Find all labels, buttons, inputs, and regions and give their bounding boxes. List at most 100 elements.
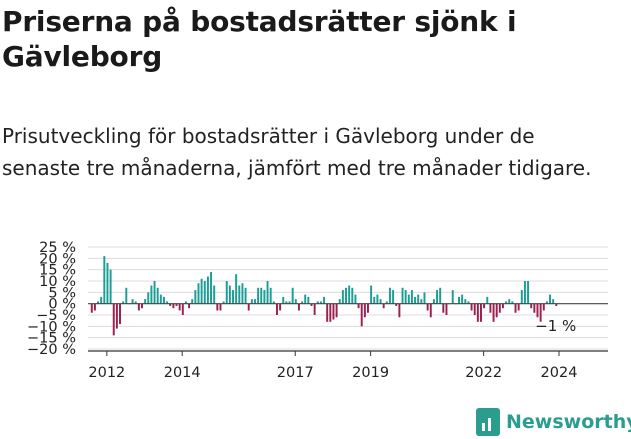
page-subtitle: Prisutveckling för bostadsrätter i Gävle… [2,124,592,180]
chart-bar [348,285,351,304]
chart-bar [410,290,413,304]
chart-bar [200,278,203,304]
chart-bar [442,303,445,313]
chart-bar [426,303,429,311]
chart-bar [357,303,360,309]
chart-bar [175,303,178,306]
chart-bar [461,294,464,304]
chart-bar [420,299,423,304]
chart-bar [329,303,332,322]
chart-bar [275,303,278,315]
chart-bar [213,285,216,304]
chart-bar [93,303,96,311]
x-tick-label: 2017 [277,365,314,381]
chart-axes: 25 %20 %15 %10 %5 %0 %−5 %−10 %−15 %−20 … [27,240,608,381]
chart-bar [178,303,181,311]
y-tick-label: −15 % [27,331,76,347]
chart-bar [398,303,401,318]
chart-bar [172,303,175,309]
newsworthy-logo-icon [476,408,500,436]
chart-bar [376,294,379,304]
chart-bar [228,285,231,304]
chart-bar [445,303,448,315]
chart-bar [119,303,121,325]
chart-bar [385,301,388,304]
chart-bar [203,281,206,304]
chart-bar [530,303,533,309]
chart-bar [263,290,266,304]
chart-bar [483,303,486,309]
chart-bars [90,256,558,336]
chart-bar [392,290,395,304]
chart-bar [545,301,548,304]
chart-grid [88,246,608,350]
chart-bar [194,290,197,304]
chart-bar [156,287,159,304]
chart-bar [395,303,398,306]
chart-bar [294,299,297,304]
chart-bar [106,262,109,304]
chart-bar [354,294,357,304]
chart-bar [323,296,326,304]
chart-bar [417,294,420,304]
chart-bar [436,290,439,304]
chart-bar [373,296,376,304]
chart-bar [225,281,228,304]
chart-bar [90,303,93,313]
y-tick-label: 10 % [39,274,76,290]
chart-bar [382,303,385,309]
chart-bar [150,285,153,304]
chart-bar [489,303,492,313]
chart-bar [316,301,319,304]
chart-bar [269,287,272,304]
chart-bar [480,303,482,322]
chart-bar [542,303,545,311]
y-tick-label: 5 % [48,285,76,301]
chart-bar [326,303,329,322]
y-tick-label: 15 % [39,263,76,279]
chart-bar [401,287,404,304]
last-value-label: −1 % [535,317,576,335]
chart-bar [131,299,134,304]
chart-bar [423,292,426,304]
chart-bar [511,301,514,304]
chart-bar [254,299,256,304]
chart-bar [319,301,322,304]
chart-bar [244,287,247,304]
chart-bar [162,296,165,304]
chart-bar [555,303,558,306]
chart-bar [470,303,473,311]
x-tick-label: 2022 [465,365,502,381]
chart-bar [181,303,184,315]
chart-bar [301,301,304,304]
chart-bar [216,303,219,311]
chart-bar [335,303,338,318]
chart-bar [388,287,391,304]
chart-bar [260,287,263,304]
chart-bar [363,303,366,318]
chart-bar [282,296,285,304]
chart-bar [517,303,520,311]
chart-bar [153,281,156,304]
chart-bar [407,294,410,304]
chart-bar [144,299,147,304]
price-change-chart: 25 %20 %15 %10 %5 %0 %−5 %−10 %−15 %−20 … [27,240,608,381]
chart-bar [514,303,517,313]
brand-name: Newsworthy [506,411,631,433]
chart-bar [112,303,115,336]
chart-bar [272,301,275,304]
y-tick-label: −5 % [36,308,76,324]
chart-bar [501,303,504,309]
chart-bar [266,281,269,304]
y-tick-label: 25 % [39,240,76,256]
x-tick-label: 2014 [164,365,201,381]
chart-bar [495,303,498,318]
chart-bar [341,290,344,304]
chart-bar [492,303,495,322]
chart-bar [222,301,225,304]
chart-bar [527,281,530,304]
brand-logo: Newsworthy [476,408,631,436]
chart-bar [439,287,442,304]
chart-bar [241,283,244,304]
y-tick-label: 20 % [39,251,76,267]
